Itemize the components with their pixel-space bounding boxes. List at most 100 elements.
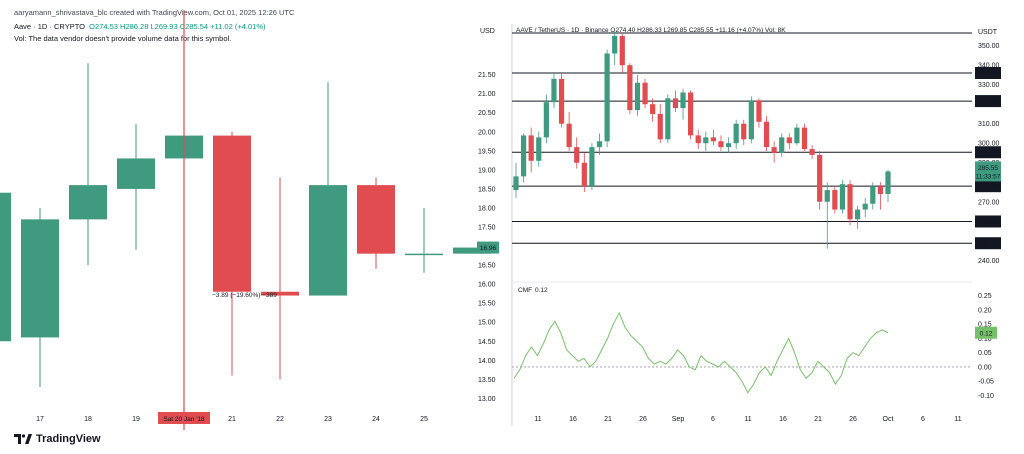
right-candle-body <box>528 135 534 161</box>
right-candle-body <box>551 78 557 103</box>
right-candle-body <box>733 123 739 144</box>
right-y-tick-label: 300.00 <box>978 141 1000 148</box>
right-x-tick-label: 6 <box>711 416 715 423</box>
left-y-tick-label: 17.50 <box>478 225 496 232</box>
right-candle-body <box>513 176 519 191</box>
left-y-tick-label: 18.50 <box>478 186 496 193</box>
right-candle-body <box>847 184 853 220</box>
left-volume-note: Vol: The data vendor doesn't provide vol… <box>14 34 232 43</box>
right-x-tick-label: 16 <box>569 416 577 423</box>
right-level-badge <box>975 67 1001 80</box>
cmf-y-tick-label: -0.10 <box>978 393 994 400</box>
right-candle-body <box>832 190 838 210</box>
right-candle-body <box>824 190 830 202</box>
right-candle-body <box>634 82 641 111</box>
left-highlight-date-label: Sat 20 Jan '18 <box>163 416 205 423</box>
tradingview-brand: TradingView <box>14 433 101 445</box>
right-y-tick-label: 340.00 <box>978 63 1000 70</box>
right-x-tick-label: 21 <box>604 416 612 423</box>
left-symbol-label: Aave · 1D · CRYPTO <box>14 22 85 31</box>
right-candle-body <box>703 137 709 144</box>
cmf-y-tick-label: 0.25 <box>978 293 992 300</box>
attribution-text: aaryamann_shrivastava_blc created with T… <box>14 8 295 17</box>
right-level-label: 335.98 <box>978 71 998 78</box>
left-y-tick-label: 21.50 <box>478 72 496 79</box>
right-candle-body <box>741 123 747 140</box>
tradingview-logo-icon <box>14 434 32 444</box>
left-y-tick-label: 21.00 <box>478 91 496 98</box>
left-y-tick-label: 15.50 <box>478 301 496 308</box>
left-high: H286.28 <box>120 22 149 31</box>
right-candle-body <box>566 123 572 148</box>
left-candle-body <box>453 247 491 254</box>
cmf-pane-group: CMF 0.120.250.200.150.100.050.00-0.05-0.1… <box>512 281 997 423</box>
right-candle-body <box>604 53 610 142</box>
right-x-tick-label: 21 <box>814 416 822 423</box>
right-axis-unit: USDT <box>978 29 998 36</box>
right-x-tick-label: Oct <box>883 416 894 423</box>
cmf-value-badge <box>975 326 997 339</box>
right-candle-body <box>779 137 785 153</box>
left-x-tick-label: 21 <box>228 416 236 423</box>
left-measure-label: −3.89 (−19.60%) −389 <box>212 292 277 299</box>
cmf-y-tick-label: 0.10 <box>978 336 992 343</box>
right-candle-body <box>756 100 762 122</box>
right-x-tick-label: 11 <box>744 416 751 423</box>
right-last-price-label: 285.55 <box>978 165 998 172</box>
right-candle-body <box>650 104 656 114</box>
left-close: C285.54 <box>179 22 209 31</box>
left-candle-body <box>213 135 251 292</box>
cmf-y-tick-label: 0.00 <box>978 364 992 371</box>
right-candle-body <box>536 137 542 161</box>
right-candle-body <box>817 154 823 202</box>
right-candle-body <box>627 65 633 111</box>
left-y-tick-label: 20.00 <box>478 129 496 136</box>
right-x-tick-label: 16 <box>779 416 787 423</box>
left-candle-body <box>357 185 395 254</box>
right-level-label: 277.98 <box>978 184 998 191</box>
right-candle-body <box>801 127 808 150</box>
right-candle-body <box>695 135 701 144</box>
right-level-badge <box>975 215 1001 228</box>
left-y-tick-label: 15.00 <box>478 320 496 327</box>
left-candle-body <box>261 291 299 296</box>
left-y-tick-label: 14.00 <box>478 358 496 365</box>
left-y-tick-label: 20.50 <box>478 110 496 117</box>
brand-name: TradingView <box>36 433 101 445</box>
left-y-tick-label: 14.50 <box>478 339 496 346</box>
left-low: L269.93 <box>150 22 178 31</box>
left-candle-body <box>405 253 443 256</box>
left-last-price-badge <box>477 241 499 254</box>
left-x-tick-label: 25 <box>420 416 428 423</box>
left-x-tick-label: 19 <box>132 416 140 423</box>
cmf-y-tick-label: 0.15 <box>978 322 992 329</box>
left-highlight-date-bg <box>158 412 210 424</box>
left-candle-body <box>69 185 107 220</box>
right-level-badge <box>975 237 1001 250</box>
right-candle-body <box>885 171 891 194</box>
left-last-price-label: 16.96 <box>480 245 497 252</box>
right-countdown-label: 11:33:57 <box>976 173 1001 180</box>
right-level-badge <box>975 95 1001 108</box>
left-chart-legend: Aave · 1D · CRYPTO O274.53 H286.28 L269.… <box>14 22 266 31</box>
right-level-label: 248.75 <box>978 241 998 248</box>
right-candle-body <box>672 98 679 109</box>
right-y-tick-label: 310.00 <box>978 121 1000 128</box>
right-candle-body <box>839 184 846 210</box>
left-y-tick-label: 13.50 <box>478 377 496 384</box>
right-y-tick-label: 330.00 <box>978 82 1000 89</box>
right-chart-group: AAVE / TetherUS · 1D · Binance O274.40 H… <box>511 24 1001 426</box>
right-x-tick-label: 6 <box>921 416 925 423</box>
right-candle-body <box>725 143 732 148</box>
right-chart-legend: AAVE / TetherUS · 1D · Binance O274.40 H… <box>516 27 786 34</box>
cmf-y-tick-label: -0.05 <box>978 379 994 386</box>
right-candle-body <box>612 35 618 54</box>
right-candle-body <box>520 135 527 177</box>
right-candle-body <box>786 137 792 144</box>
left-candle-body <box>21 219 59 338</box>
right-candle-body <box>581 162 587 187</box>
right-candle-body <box>543 102 549 138</box>
right-candle-body <box>877 186 884 194</box>
right-candle-body <box>574 147 580 163</box>
